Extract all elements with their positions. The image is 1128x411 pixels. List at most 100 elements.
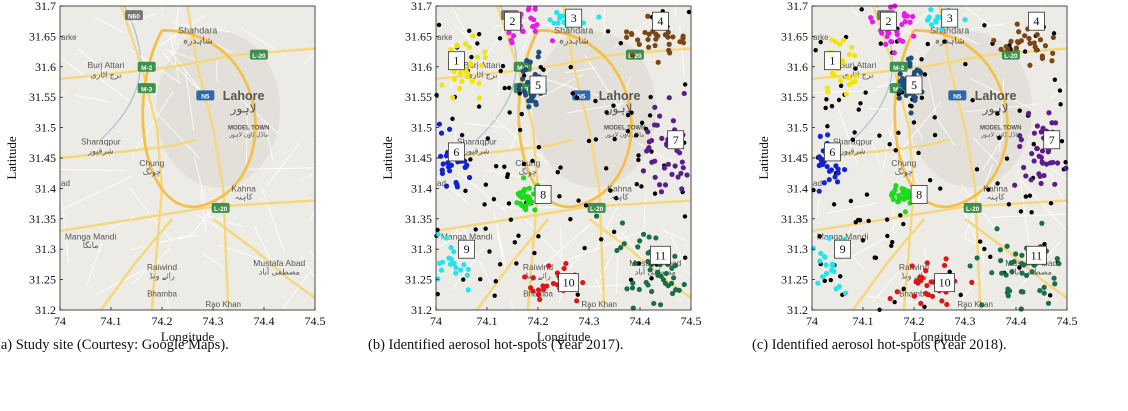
unclustered-point xyxy=(639,120,645,126)
cluster-11-point xyxy=(668,280,675,286)
minor-road xyxy=(462,227,496,294)
unclustered-point xyxy=(982,23,987,28)
label-chung: Chung xyxy=(139,158,164,168)
shield-m2: M-2 xyxy=(889,61,908,72)
cluster-5-point xyxy=(911,69,918,76)
minor-road xyxy=(159,14,206,47)
svg-text:M-3: M-3 xyxy=(141,86,153,93)
cluster-1-point xyxy=(448,47,454,53)
cluster-1-point xyxy=(482,49,488,55)
svg-text:1: 1 xyxy=(453,54,459,68)
cluster-4-point xyxy=(645,44,652,50)
unclustered-point xyxy=(436,22,442,28)
cluster-7-label: 7 xyxy=(667,130,685,150)
cluster-7-point xyxy=(672,163,678,169)
cluster-1-point xyxy=(843,91,850,97)
label-raiwind-urdu: رائے ونڈ xyxy=(149,271,175,280)
cluster-5-point xyxy=(897,88,903,94)
cluster-10-point xyxy=(544,283,550,289)
label-ad: ad xyxy=(437,179,446,188)
unclustered-point xyxy=(970,97,975,103)
cluster-3-label: 3 xyxy=(941,8,959,28)
minor-road xyxy=(312,142,315,146)
minor-road xyxy=(584,54,621,110)
cluster-11-point xyxy=(630,305,636,311)
unclustered-point xyxy=(925,41,930,47)
cluster-7-point xyxy=(665,161,671,167)
cluster-4-point xyxy=(1049,58,1055,64)
cluster-7-point xyxy=(651,122,658,128)
cluster-9-point xyxy=(446,255,452,261)
minor-road xyxy=(177,234,200,240)
minor-road xyxy=(309,248,315,260)
unclustered-point xyxy=(901,286,906,291)
y-tick-label: 31.6 xyxy=(411,60,432,74)
minor-road xyxy=(282,268,314,309)
cluster-5-point xyxy=(523,67,529,73)
unclustered-point xyxy=(896,130,901,136)
minor-road xyxy=(670,235,687,267)
cluster-11-point xyxy=(669,290,676,297)
cluster-1-point xyxy=(831,72,838,79)
cluster-6-point xyxy=(824,132,831,138)
unclustered-point xyxy=(1051,31,1057,36)
cluster-9-point xyxy=(822,254,828,260)
y-tick-label: 31.25 xyxy=(29,273,56,287)
cluster-6-point xyxy=(438,153,444,159)
x-tick-label: 74.5 xyxy=(305,314,326,328)
cluster-11-point xyxy=(1041,284,1047,290)
unclustered-point xyxy=(508,217,514,222)
svg-text:L-20: L-20 xyxy=(590,206,604,213)
unclustered-point xyxy=(538,64,543,70)
cluster-7-point xyxy=(1046,110,1052,116)
label-kahna-urdu: کاہنہ xyxy=(611,192,629,201)
cluster-10-point xyxy=(924,260,930,266)
cluster-1-point xyxy=(838,77,844,84)
svg-text:M-2: M-2 xyxy=(517,65,529,72)
unclustered-point xyxy=(822,278,827,283)
label-shahdara-urdu: شاہدرہ xyxy=(935,36,965,47)
label-manga-mandi: Manga Mandi xyxy=(65,231,117,241)
y-tick-label: 31.7 xyxy=(411,0,432,13)
cluster-2-point xyxy=(883,41,889,47)
y-tick-label: 31.6 xyxy=(787,60,808,74)
shield-n60: N60 xyxy=(124,10,143,20)
cluster-2-point xyxy=(869,19,876,25)
y-tick-label: 31.25 xyxy=(405,273,432,287)
cluster-9-point xyxy=(453,264,459,271)
label-chung-urdu: چونگ xyxy=(895,166,914,176)
cluster-7-point xyxy=(658,189,665,195)
major-road xyxy=(812,199,1067,233)
cluster-1-point xyxy=(451,68,457,75)
cluster-10-point xyxy=(522,274,528,280)
label-kahna-urdu: کاہنہ xyxy=(987,192,1005,201)
unclustered-point xyxy=(1006,202,1012,207)
cluster-1-point xyxy=(464,73,470,80)
unclustered-point xyxy=(497,262,503,267)
cluster-5-point xyxy=(533,101,539,108)
cluster-7-point xyxy=(670,118,677,124)
x-axis-label: Longitude xyxy=(161,329,215,344)
cluster-11-point xyxy=(618,245,624,251)
minor-road xyxy=(184,69,195,131)
unclustered-point xyxy=(634,133,639,138)
cluster-4-point xyxy=(667,50,673,56)
svg-text:5: 5 xyxy=(535,78,541,92)
unclustered-point xyxy=(1017,108,1022,113)
cluster-2-point xyxy=(506,30,512,36)
cluster-10-point xyxy=(924,282,930,289)
minor-road xyxy=(971,23,1005,30)
cluster-11-point xyxy=(657,302,664,308)
cluster-4-point xyxy=(1042,43,1049,49)
cluster-2-point xyxy=(530,17,537,23)
cluster-9-point xyxy=(820,274,826,280)
y-tick-label: 31.5 xyxy=(411,121,432,135)
cluster-3-point xyxy=(547,17,553,23)
cluster-5-point xyxy=(897,71,903,77)
unclustered-point xyxy=(995,181,1000,186)
cluster-1-point xyxy=(478,62,485,69)
unclustered-point xyxy=(909,103,914,109)
cluster-8-point xyxy=(532,207,538,213)
cluster-7-point xyxy=(1037,173,1043,179)
cluster-4-point xyxy=(645,13,651,19)
